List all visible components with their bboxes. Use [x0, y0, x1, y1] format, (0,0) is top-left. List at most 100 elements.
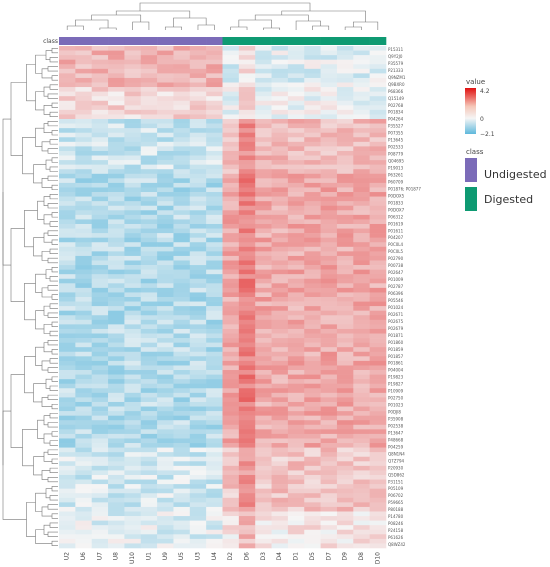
heatmap-cell — [287, 370, 305, 375]
heatmap-cell — [353, 182, 370, 188]
heatmap-cell — [75, 77, 92, 83]
heatmap-cell — [157, 438, 174, 444]
heatmap-cell — [353, 246, 370, 252]
heatmap-cell — [157, 114, 174, 120]
heatmap-cell — [157, 342, 174, 348]
heatmap-cell — [222, 347, 240, 353]
heatmap-cell — [238, 55, 256, 60]
heatmap-cell — [108, 429, 125, 435]
heatmap-cell — [124, 424, 142, 430]
heatmap-cell — [108, 379, 125, 385]
heatmap-cell — [59, 328, 76, 334]
heatmap-cell — [173, 525, 191, 531]
heatmap-cell — [287, 205, 305, 211]
heatmap-cell — [336, 388, 354, 394]
heatmap-cell — [238, 429, 256, 435]
heatmap-cell — [304, 516, 321, 521]
dendrogram-link — [22, 429, 38, 467]
heatmap-cell — [238, 196, 256, 202]
heatmap-cell — [238, 228, 256, 234]
heatmap-cell — [320, 310, 338, 316]
heatmap-cell — [271, 160, 289, 165]
heatmap-cell — [255, 132, 272, 138]
heatmap-cell — [353, 328, 370, 334]
heatmap-cell — [304, 119, 321, 124]
heatmap-cell — [369, 214, 387, 220]
heatmap-cell — [353, 255, 370, 261]
heatmap-cell — [304, 68, 321, 74]
heatmap-cell — [336, 205, 354, 211]
heatmap-cell — [108, 205, 125, 211]
heatmap-cell — [59, 82, 76, 88]
heatmap-cell — [369, 424, 387, 430]
heatmap-cell — [271, 64, 289, 70]
heatmap-cell — [108, 388, 125, 394]
heatmap-cell — [271, 351, 289, 357]
dendrogram-link — [26, 63, 36, 102]
heatmap-cell — [369, 77, 387, 83]
heatmap-cell — [157, 150, 174, 156]
heatmap-cell — [189, 178, 207, 184]
heatmap-cell — [75, 100, 92, 106]
heatmap-cell — [59, 91, 76, 97]
heatmap-cell — [189, 529, 207, 535]
heatmap-cell — [304, 187, 321, 193]
heatmap-cell — [287, 141, 305, 147]
heatmap-cell — [271, 493, 289, 499]
heatmap-cell — [59, 488, 76, 494]
heatmap-cell — [238, 91, 256, 97]
heatmap-cell — [320, 370, 338, 375]
heatmap-cell — [222, 178, 240, 184]
heatmap-cell — [304, 297, 321, 302]
heatmap-cell — [320, 182, 338, 188]
heatmap-cell — [59, 73, 76, 79]
heatmap-cell — [320, 493, 338, 499]
dendrogram-link — [75, 19, 109, 28]
dendrogram-link — [51, 294, 58, 300]
heatmap-cell — [271, 333, 289, 339]
heatmap-cell — [206, 365, 223, 371]
heatmap-cell — [336, 356, 354, 362]
heatmap-cell — [173, 237, 191, 243]
heatmap-cell — [304, 201, 321, 207]
heatmap-cell — [108, 297, 125, 302]
heatmap-cell — [140, 324, 158, 330]
heatmap-cell — [353, 77, 370, 83]
heatmap-cell — [75, 392, 92, 398]
heatmap-cell — [320, 192, 338, 197]
heatmap-cell — [189, 96, 207, 102]
heatmap-cell — [271, 338, 289, 343]
heatmap-cell — [189, 196, 207, 202]
heatmap-cell — [108, 196, 125, 202]
row-label: P01859 — [388, 347, 404, 352]
heatmap-cell — [271, 538, 289, 544]
heatmap-cell — [304, 356, 321, 362]
heatmap-cell — [189, 150, 207, 156]
heatmap-cell — [238, 160, 256, 165]
heatmap-cell — [189, 306, 207, 311]
heatmap-cell — [238, 169, 256, 175]
row-label: P35579 — [388, 61, 404, 66]
heatmap-cell — [287, 506, 305, 512]
heatmap-cell — [75, 443, 92, 448]
heatmap-cell — [91, 351, 109, 357]
dendrogram-link — [47, 203, 58, 209]
heatmap-cell — [353, 146, 370, 152]
heatmap-cell — [140, 119, 158, 124]
dendrogram-link — [51, 349, 58, 355]
heatmap-cell — [222, 265, 240, 270]
heatmap-cell — [206, 160, 223, 165]
heatmap-cell — [271, 192, 289, 197]
heatmap-cell — [304, 123, 321, 129]
heatmap-cell — [238, 497, 256, 503]
row-label: P19827 — [388, 382, 404, 387]
heatmap-cell — [91, 73, 109, 79]
heatmap-cell — [222, 543, 240, 549]
heatmap-cell — [59, 128, 76, 134]
heatmap-cell — [255, 178, 272, 184]
heatmap-cell — [108, 87, 125, 92]
heatmap-cell — [108, 370, 125, 375]
heatmap-cell — [287, 324, 305, 330]
dendrogram-link — [26, 502, 36, 537]
heatmap-cell — [206, 415, 223, 421]
